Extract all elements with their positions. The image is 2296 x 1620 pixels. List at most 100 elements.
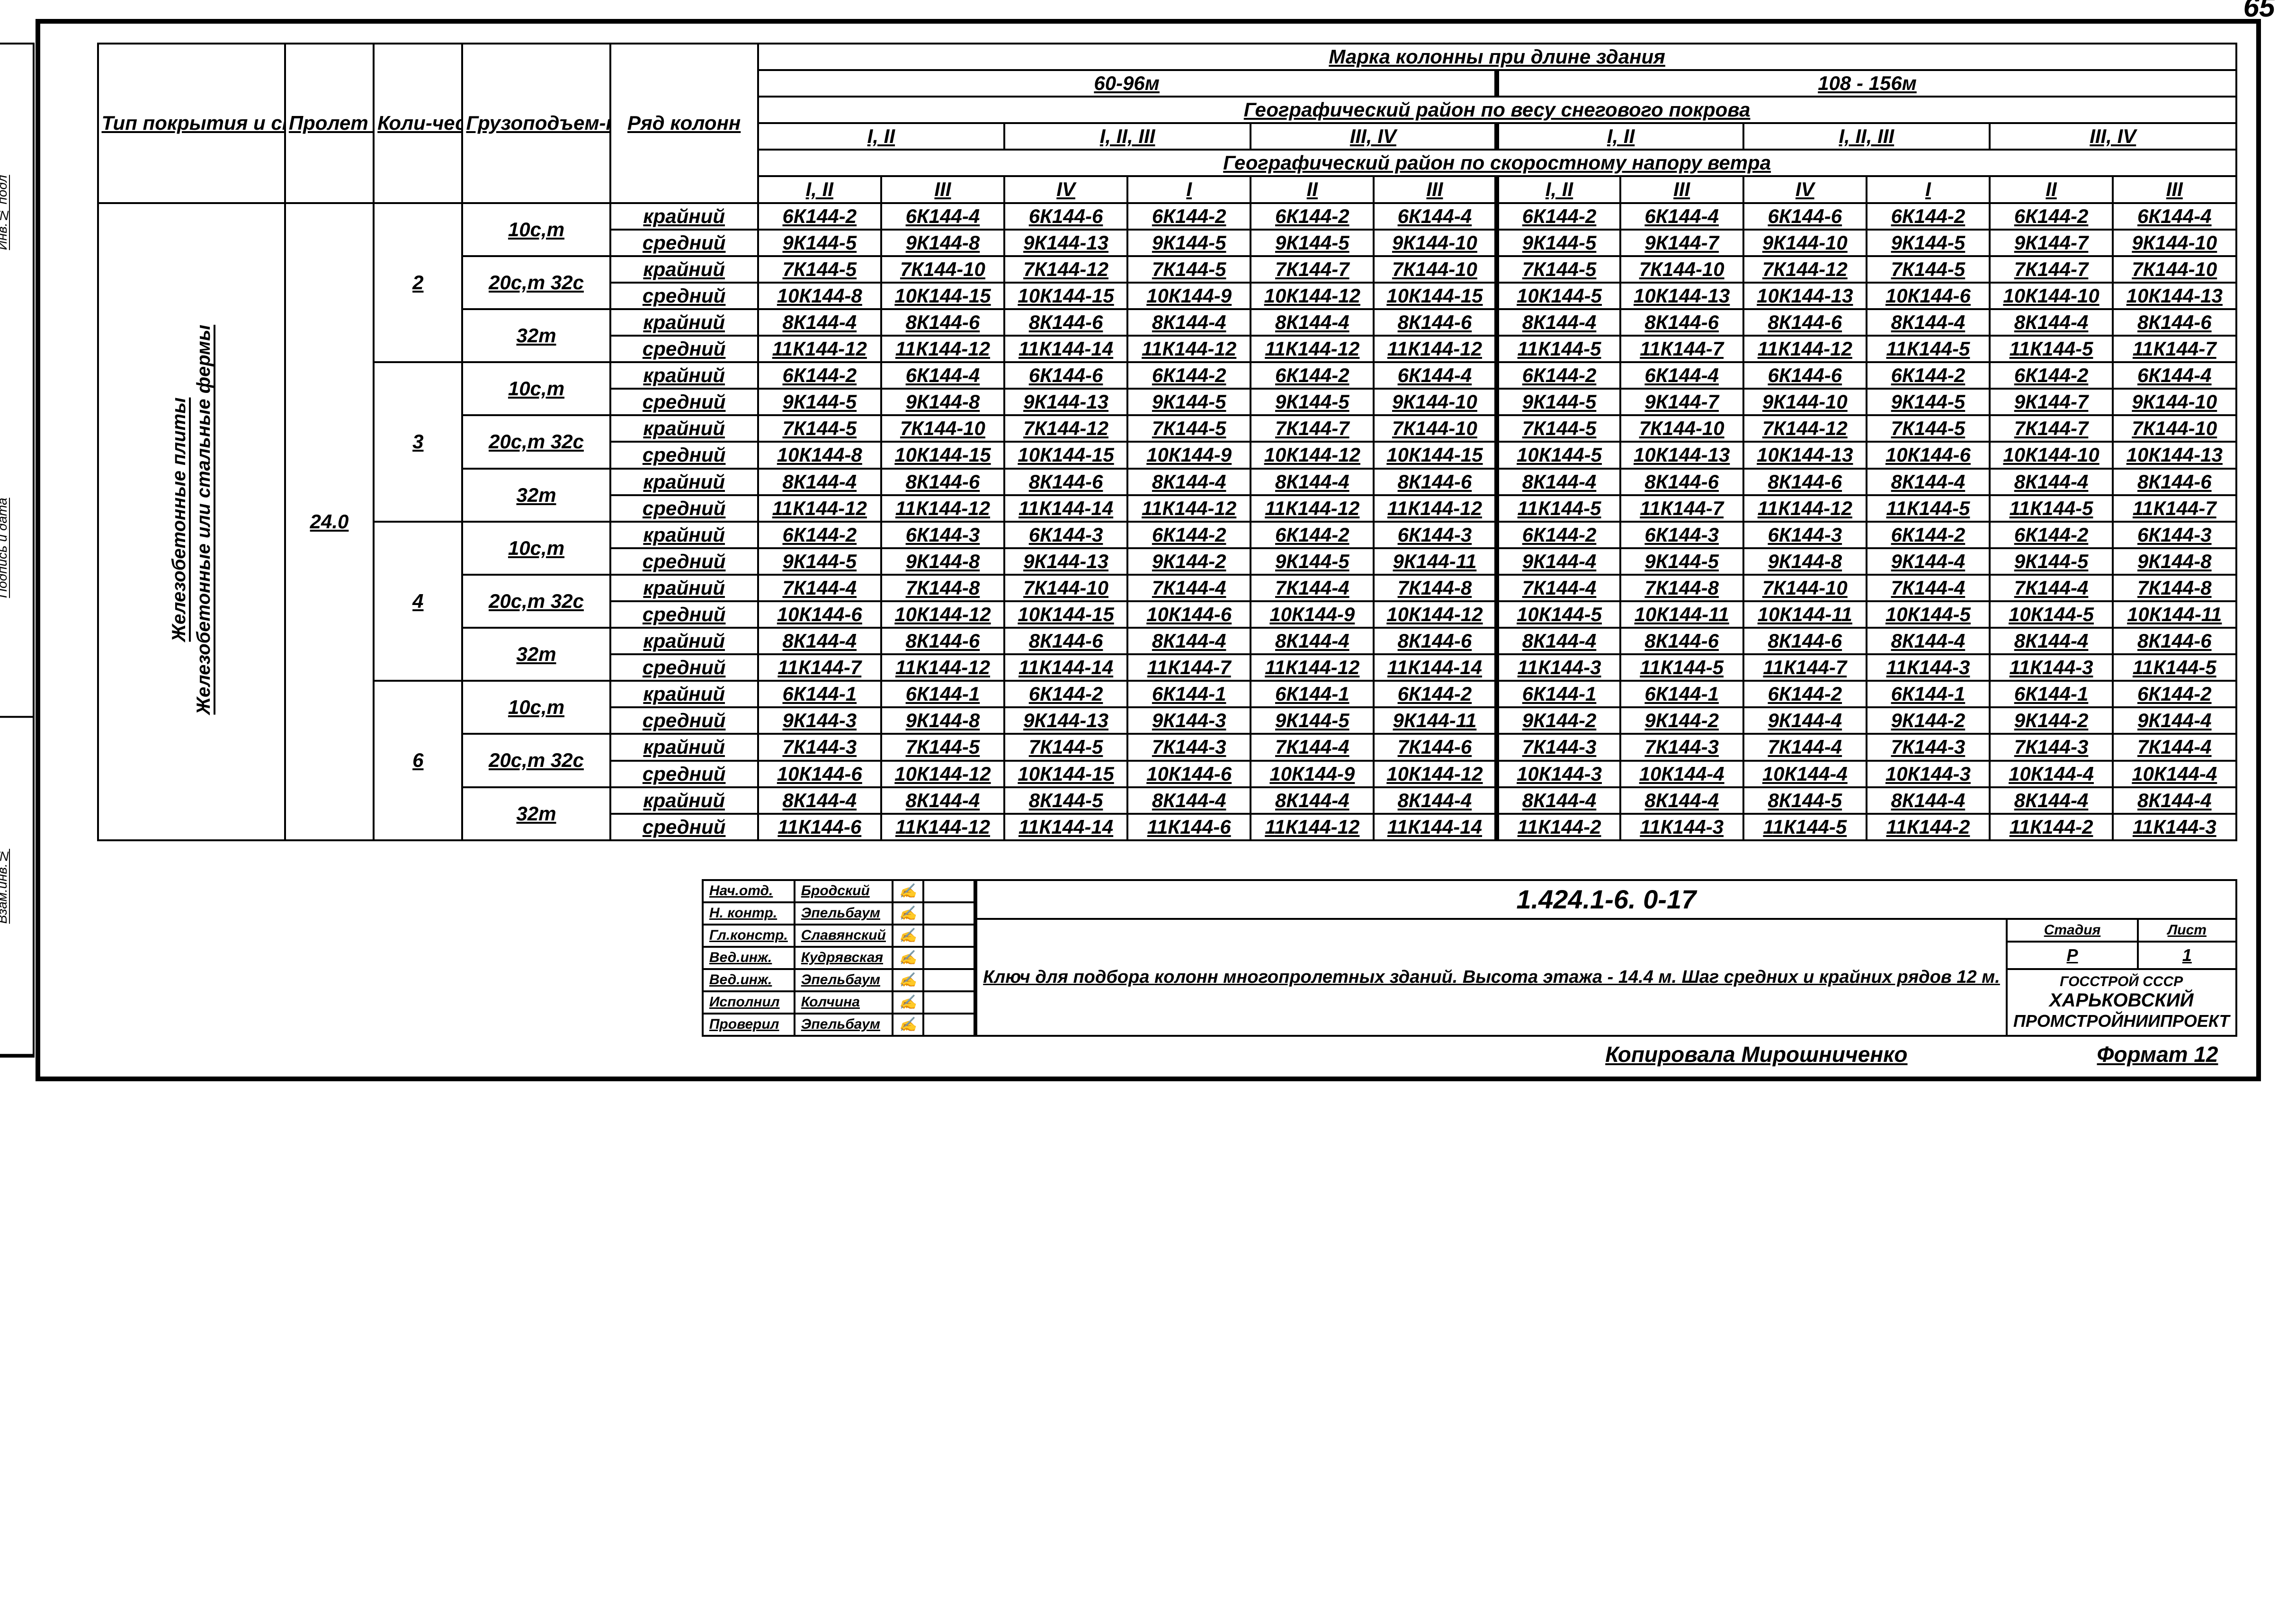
cell-mark: 6К144-4 [881, 203, 1004, 230]
doc-description: Ключ для подбора колонн многопролетных з… [976, 919, 2007, 1036]
cell-mark: 6К144-2 [1990, 203, 2113, 230]
cell-mark: 6К144-4 [1620, 362, 1743, 389]
hdr-wind-group: III [1374, 176, 1497, 203]
cell-mark: 9К144-7 [1620, 230, 1743, 256]
cell-mark: 11К144-5 [1620, 654, 1743, 681]
cell-mark: 10К144-3 [1867, 761, 1990, 787]
cell-mark: 9К144-4 [2113, 707, 2236, 734]
cell-mark: 7К144-10 [881, 415, 1004, 442]
cell-mark: 9К144-5 [1251, 548, 1374, 575]
cell-mark: 7К144-3 [1990, 734, 2113, 760]
cell-rowkind: крайний [610, 309, 758, 336]
cell-mark: 11К144-12 [1127, 336, 1251, 362]
cell-rowkind: средний [610, 283, 758, 309]
cell-mark: 11К144-5 [1497, 336, 1620, 362]
cell-mark: 11К144-3 [1497, 654, 1620, 681]
hdr-wind-group: III [1620, 176, 1743, 203]
cell-mark: 6К144-2 [1251, 203, 1374, 230]
sig-name: Бродский [795, 880, 893, 902]
cell-mark: 9К144-8 [2113, 548, 2236, 575]
cell-mark: 7К144-5 [1004, 734, 1127, 760]
cell-mark: 9К144-8 [1743, 548, 1867, 575]
cell-mark: 7К144-5 [881, 734, 1004, 760]
cell-mark: 6К144-2 [1867, 203, 1990, 230]
cell-load: 10с,т [462, 522, 610, 575]
sig-sign: ✍ [893, 969, 923, 991]
cell-mark: 8К144-4 [1867, 309, 1990, 336]
signatures-table: Нач.отд.Бродский✍Н. контр.Эпельбаум✍Гл.к… [702, 879, 975, 1037]
cell-mark: 10К144-13 [1743, 442, 1867, 468]
cell-mark: 11К144-12 [881, 336, 1004, 362]
cell-mark: 8К144-4 [1620, 787, 1743, 814]
cell-mark: 9К144-10 [1743, 389, 1867, 415]
hdr-snow-group: I, II [758, 123, 1004, 150]
cell-mark: 6К144-6 [1743, 362, 1867, 389]
cell-mark: 11К144-7 [2113, 336, 2236, 362]
page-number: 65 [2243, 0, 2275, 23]
cell-mark: 8К144-4 [1127, 787, 1251, 814]
cell-mark: 8К144-4 [1990, 309, 2113, 336]
cell-mark: 8К144-4 [1497, 309, 1620, 336]
cell-mark: 8К144-4 [1251, 787, 1374, 814]
cell-mark: 7К144-10 [881, 256, 1004, 283]
cell-mark: 6К144-4 [1374, 362, 1497, 389]
cell-mark: 10К144-13 [1620, 442, 1743, 468]
cell-mark: 6К144-2 [2113, 681, 2236, 707]
doc-number: 1.424.1-6. 0-17 [976, 880, 2236, 919]
cell-mark: 6К144-4 [1620, 203, 1743, 230]
cell-mark: 8К144-6 [1004, 469, 1127, 495]
cell-mark: 9К144-5 [1251, 230, 1374, 256]
cell-mark: 7К144-10 [1620, 415, 1743, 442]
cell-mark: 7К144-10 [1004, 575, 1127, 601]
cell-mark: 6К144-3 [1374, 522, 1497, 548]
cell-mark: 9К144-10 [1374, 389, 1497, 415]
sig-name: Кудрявская [795, 947, 893, 969]
cell-mark: 6К144-3 [1743, 522, 1867, 548]
sig-name: Славянский [795, 925, 893, 947]
cell-mark: 10К144-4 [1743, 761, 1867, 787]
cell-mark: 11К144-14 [1374, 654, 1497, 681]
format: Формат 12 [2097, 1041, 2218, 1067]
cell-load: 20с,т 32с [462, 734, 610, 787]
cell-mark: 8К144-5 [1004, 787, 1127, 814]
cell-mark: 6К144-2 [758, 203, 881, 230]
sig-role: Вед.инж. [703, 969, 795, 991]
sig-row: ИсполнилКолчина✍ [703, 991, 974, 1014]
cell-mark: 7К144-8 [2113, 575, 2236, 601]
hdr-len-a: 60-96м [758, 70, 1497, 97]
cell-mark: 10К144-11 [1620, 601, 1743, 628]
cell-rowkind: средний [610, 707, 758, 734]
cell-mark: 6К144-2 [1127, 362, 1251, 389]
cell-mark: 10К144-6 [1867, 283, 1990, 309]
cell-mark: 6К144-6 [1004, 362, 1127, 389]
cell-mark: 7К144-7 [1251, 415, 1374, 442]
cell-mark: 7К144-5 [758, 256, 881, 283]
cell-mark: 10К144-9 [1251, 761, 1374, 787]
cell-rowkind: средний [610, 389, 758, 415]
cell-mark: 6К144-2 [1743, 681, 1867, 707]
cell-mark: 11К144-5 [1867, 495, 1990, 522]
cell-nspans: 6 [374, 681, 462, 840]
cell-mark: 8К144-6 [2113, 309, 2236, 336]
cell-mark: 11К144-7 [1620, 495, 1743, 522]
cell-mark: 10К144-13 [2113, 442, 2236, 468]
cell-mark: 6К144-2 [1374, 681, 1497, 707]
stub-cell: Подпись и дата [0, 380, 33, 718]
cell-mark: 10К144-12 [1374, 601, 1497, 628]
cell-mark: 7К144-4 [1867, 575, 1990, 601]
hdr-wind-group: II [1251, 176, 1374, 203]
cell-mark: 6К144-3 [1620, 522, 1743, 548]
table-row: 610с,ткрайний6К144-16К144-16К144-26К144-… [98, 681, 2236, 707]
cell-mark: 9К144-10 [2113, 389, 2236, 415]
sig-row: Вед.инж.Кудрявская✍ [703, 947, 974, 969]
cell-mark: 7К144-7 [1990, 415, 2113, 442]
sig-row: Гл.констр.Славянский✍ [703, 925, 974, 947]
cell-mark: 10К144-15 [1374, 442, 1497, 468]
sig-role: Проверил [703, 1014, 795, 1036]
cell-mark: 10К144-11 [2113, 601, 2236, 628]
cell-mark: 10К144-15 [1374, 283, 1497, 309]
cell-mark: 11К144-5 [1497, 495, 1620, 522]
cell-mark: 8К144-6 [2113, 469, 2236, 495]
sig-row: Н. контр.Эпельбаум✍ [703, 902, 974, 925]
cell-mark: 8К144-6 [1620, 309, 1743, 336]
